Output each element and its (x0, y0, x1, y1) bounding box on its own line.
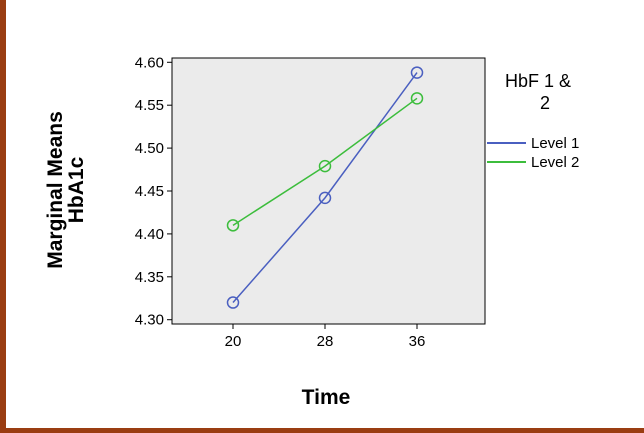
x-axis-ticks: 20 28 36 (225, 324, 426, 350)
y-tick-label: 4.35 (135, 269, 164, 286)
x-tick-label: 36 (409, 333, 426, 350)
x-axis-title: Time (302, 386, 351, 409)
y-tick-label: 4.30 (135, 312, 164, 329)
y-tick-label: 4.55 (135, 97, 164, 114)
y-axis-ticks: 4.30 4.35 4.40 4.45 4.50 4.55 4.60 (135, 54, 172, 328)
y-tick-label: 4.60 (135, 54, 164, 71)
legend-label-level-2: Level 2 (531, 154, 579, 171)
legend-title-line-2: 2 (540, 93, 550, 113)
x-tick-label: 20 (225, 333, 242, 350)
y-axis-title-line-1: Marginal Means (44, 111, 67, 269)
plot-area (172, 58, 485, 324)
x-tick-label: 28 (317, 333, 334, 350)
y-axis-title-line-2: HbA1c (65, 156, 88, 223)
y-tick-label: 4.40 (135, 226, 164, 243)
y-tick-label: 4.50 (135, 140, 164, 157)
legend: Level 1 Level 2 (487, 135, 579, 171)
y-tick-label: 4.45 (135, 183, 164, 200)
legend-title-line-1: HbF 1 & (505, 71, 571, 91)
legend-label-level-1: Level 1 (531, 135, 579, 152)
